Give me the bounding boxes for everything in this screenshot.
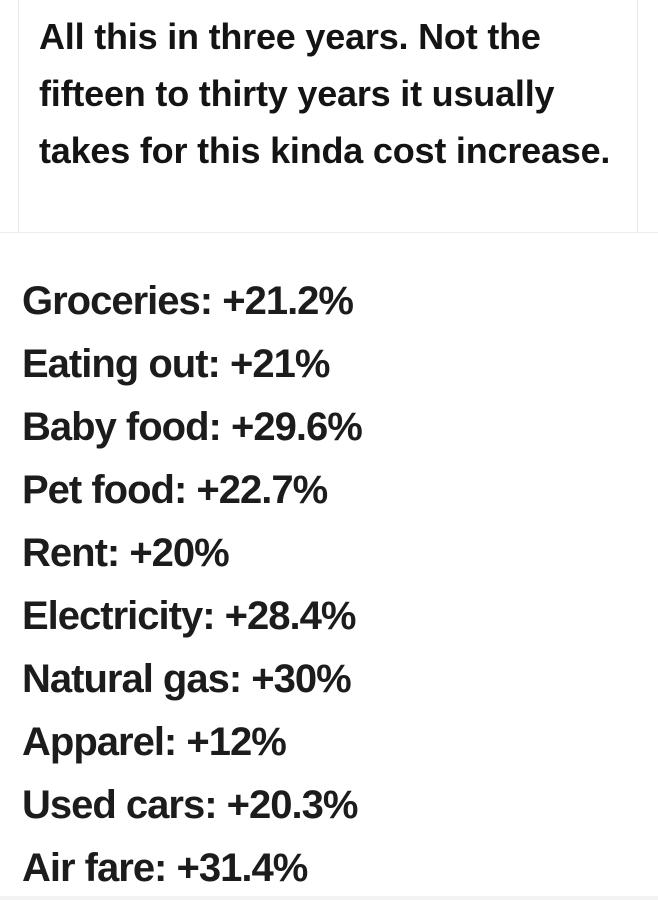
list-item-natural-gas: Natural gas: +30% [22, 657, 352, 701]
list-item-used-cars: Used cars: +20.3% [22, 783, 358, 827]
list-item-rent: Rent: +20% [22, 531, 230, 575]
list-item-eating-out: Eating out: +21% [22, 342, 330, 386]
list-item-air-fare: Air fare: +31.4% [22, 846, 308, 890]
list-item-electricity: Electricity: +28.4% [22, 594, 356, 638]
list-item-pet-food: Pet food: +22.7% [22, 468, 328, 512]
section-divider [0, 232, 658, 233]
headline-text: All this in three years. Not the fifteen… [39, 16, 611, 171]
list-item-apparel: Apparel: +12% [22, 720, 287, 764]
list-item-groceries: Groceries: +21.2% [22, 279, 354, 323]
list-item-baby-food: Baby food: +29.6% [22, 405, 363, 449]
price-increase-list: Groceries: +21.2% Eating out: +21% Baby … [22, 270, 363, 900]
headline-card: All this in three years. Not the fifteen… [18, 0, 638, 232]
bottom-edge [0, 896, 658, 900]
